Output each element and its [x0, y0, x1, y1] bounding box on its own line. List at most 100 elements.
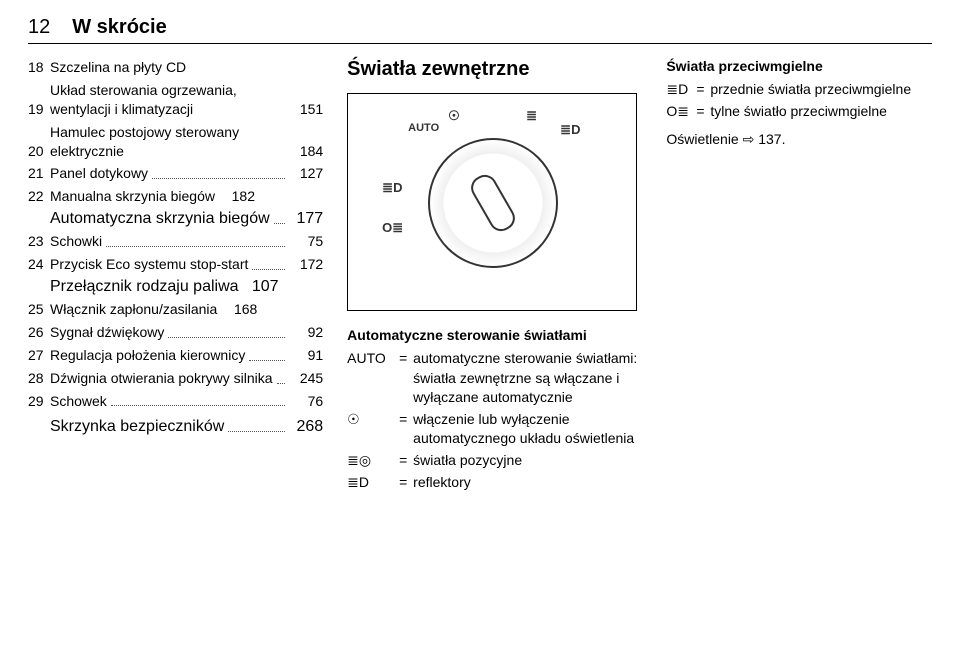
- index-label: Hamulec postojowy sterowany elektrycznie: [50, 123, 281, 161]
- definition-text: przednie światła przeciwmgielne: [710, 80, 932, 100]
- definition-row: ≣◎ = światła pozycyjne: [347, 451, 642, 471]
- index-row: 25 Włącznik zapłonu/zasilania 168: [28, 300, 323, 319]
- subsection-heading: Światła przeciwmgielne: [666, 58, 932, 74]
- index-label: Panel dotykowy: [50, 164, 148, 183]
- index-page: 92: [289, 323, 323, 342]
- index-row: 18 Szczelina na płyty CD: [28, 58, 323, 77]
- index-label: Skrzynka bezpieczników: [50, 418, 224, 436]
- equals-sign: =: [399, 349, 413, 408]
- section-heading: Światła zewnętrzne: [347, 58, 642, 81]
- page-header: 12 W skrócie: [28, 16, 932, 44]
- index-label: Sygnał dźwiękowy: [50, 323, 164, 342]
- page-number: 12: [28, 16, 50, 39]
- index-page: 172: [289, 255, 323, 274]
- leader-dots: [277, 383, 286, 384]
- index-num: 19: [28, 100, 50, 119]
- index-page: 107: [245, 278, 279, 296]
- symbol-fog-front: ≣D: [382, 180, 402, 196]
- index-label: Szczelina na płyty CD: [50, 58, 186, 77]
- index-label: Schowek: [50, 392, 107, 411]
- leader-dots: [168, 337, 285, 338]
- equals-sign: =: [696, 102, 710, 122]
- index-label: Włącznik zapłonu/zasilania: [50, 300, 217, 319]
- index-label: Układ sterowania ogrzewania, wentylacji …: [50, 81, 281, 119]
- index-row: 20 Hamulec postojowy sterowany elektrycz…: [28, 123, 323, 161]
- index-num: 23: [28, 232, 50, 251]
- cross-reference: Oświetlenie ⇨ 137.: [666, 131, 932, 148]
- index-label: Manualna skrzynia biegów: [50, 187, 215, 206]
- symbol-auto: AUTO: [408, 122, 439, 134]
- definition-symbol: ≣◎: [347, 451, 399, 471]
- index-subrow: Skrzynka bezpieczników 268: [50, 418, 323, 436]
- leader-dots: [111, 405, 285, 406]
- index-list: 23 Schowki 75 24 Przycisk Eco systemu st…: [28, 232, 323, 274]
- definition-text: tylne światło przeciwmgielne: [710, 102, 932, 122]
- index-label: Automatyczna skrzynia biegów: [50, 210, 270, 228]
- column-2: Światła zewnętrzne AUTO ☉ ≣ ≣D ≣D O≣ Aut…: [347, 58, 642, 639]
- index-list: 25 Włącznik zapłonu/zasilania 168 26 Syg…: [28, 300, 323, 410]
- index-num: 25: [28, 300, 50, 319]
- symbol-fog-rear: O≣: [382, 220, 403, 236]
- index-num: 26: [28, 323, 50, 342]
- definition-list: ≣D = przednie światła przeciwmgielne O≣ …: [666, 80, 932, 121]
- symbol-park: ≣: [526, 108, 537, 124]
- column-3: Światła przeciwmgielne ≣D = przednie świ…: [666, 58, 932, 639]
- leader-dots: [274, 223, 286, 224]
- leader-dots: [228, 431, 285, 432]
- page: 12 W skrócie 18 Szczelina na płyty CD 19…: [0, 0, 960, 655]
- index-page: 245: [289, 369, 323, 388]
- index-num: 18: [28, 58, 50, 77]
- definition-text: światła pozycyjne: [413, 451, 642, 471]
- index-subblock: Przełącznik rodzaju paliwa 107: [50, 278, 323, 296]
- index-row: 23 Schowki 75: [28, 232, 323, 251]
- crossref-prefix: Oświetlenie: [666, 131, 742, 147]
- subsection-heading: Automatyczne sterowanie światłami: [347, 327, 642, 343]
- index-label: Schowki: [50, 232, 102, 251]
- definition-symbol: AUTO: [347, 349, 399, 408]
- index-list: 18 Szczelina na płyty CD 19 Układ sterow…: [28, 58, 323, 206]
- index-subrow: Automatyczna skrzynia biegów 177: [50, 210, 323, 228]
- index-num: 20: [28, 142, 50, 161]
- index-subrow: Przełącznik rodzaju paliwa 107: [50, 278, 323, 296]
- symbol-off: ☉: [448, 108, 460, 124]
- index-num: 29: [28, 392, 50, 411]
- index-num: 28: [28, 369, 50, 388]
- equals-sign: =: [399, 410, 413, 449]
- definition-row: O≣ = tylne światło przeciwmgielne: [666, 102, 932, 122]
- definition-row: ≣D = przednie światła przeciwmgielne: [666, 80, 932, 100]
- leader-dots: [249, 360, 285, 361]
- index-page: 184: [289, 142, 323, 161]
- light-switch-figure: AUTO ☉ ≣ ≣D ≣D O≣: [347, 93, 637, 311]
- index-num: 27: [28, 346, 50, 365]
- definition-list: AUTO = automatyczne sterowanie światłami…: [347, 349, 642, 492]
- header-title: W skrócie: [72, 16, 166, 39]
- index-page: 127: [289, 164, 323, 183]
- definition-symbol: O≣: [666, 102, 696, 122]
- knob-handle: [467, 171, 520, 236]
- definition-symbol: ☉: [347, 410, 399, 449]
- arrow-icon: ⇨: [743, 131, 755, 147]
- index-row: 21 Panel dotykowy 127: [28, 164, 323, 183]
- index-num: 24: [28, 255, 50, 274]
- index-label: Przycisk Eco systemu stop-start: [50, 255, 248, 274]
- index-page: 76: [289, 392, 323, 411]
- index-page: 177: [289, 210, 323, 228]
- index-row: 22 Manualna skrzynia biegów 182: [28, 187, 323, 206]
- index-label: Dźwignia otwierania pokrywy silnika: [50, 369, 273, 388]
- rotary-knob: [428, 138, 558, 268]
- index-label: Regulacja położenia kierownicy: [50, 346, 245, 365]
- index-page: 75: [289, 232, 323, 251]
- index-row: 27 Regulacja położenia kierownicy 91: [28, 346, 323, 365]
- index-page: 268: [289, 418, 323, 436]
- index-row: 26 Sygnał dźwiękowy 92: [28, 323, 323, 342]
- definition-text: reflektory: [413, 473, 642, 493]
- definition-row: AUTO = automatyczne sterowanie światłami…: [347, 349, 642, 408]
- index-row: 28 Dźwignia otwierania pokrywy silnika 2…: [28, 369, 323, 388]
- definition-row: ≣D = reflektory: [347, 473, 642, 493]
- leader-dots: [152, 178, 285, 179]
- index-page: 168: [223, 300, 257, 319]
- leader-dots: [252, 269, 285, 270]
- equals-sign: =: [399, 451, 413, 471]
- index-page: 182: [221, 187, 255, 206]
- definition-symbol: ≣D: [347, 473, 399, 493]
